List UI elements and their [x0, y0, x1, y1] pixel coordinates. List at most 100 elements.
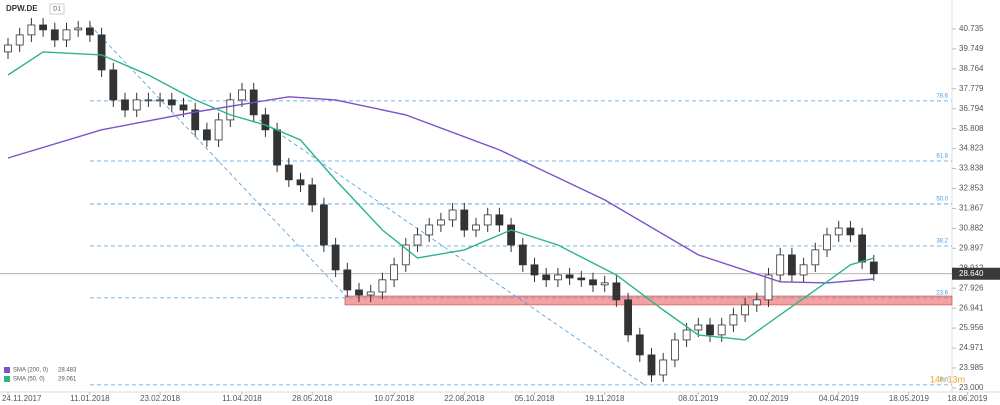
timeframe[interactable]: D1: [53, 7, 61, 13]
candle-body: [612, 282, 621, 301]
candle-body: [167, 99, 176, 106]
candle-body: [308, 184, 317, 206]
y-tick-label: 36.794: [959, 104, 984, 113]
candle-body: [121, 99, 129, 111]
candle-body: [296, 179, 305, 186]
fib-label: 38.2: [936, 239, 948, 245]
y-tick-label: 25.956: [959, 323, 984, 332]
candle-body: [50, 29, 59, 41]
candle-body: [483, 214, 492, 226]
candle-body: [319, 204, 328, 246]
x-tick-label: 18.05.2019: [889, 394, 930, 403]
support-zone: [344, 295, 953, 306]
candle-body: [331, 244, 340, 271]
y-tick-label: 31.867: [959, 204, 984, 213]
candle-body: [542, 274, 551, 281]
candle-body: [86, 27, 94, 36]
x-tick-label: 28.05.2018: [292, 394, 333, 403]
legend-swatch: [4, 367, 10, 373]
legend-name: SMA (50, 0): [13, 377, 45, 383]
y-tick-label: 37.779: [959, 84, 984, 93]
candle-body: [39, 24, 47, 31]
sma-line: [7, 51, 874, 341]
candle-body: [764, 274, 773, 301]
y-tick-label: 39.749: [959, 44, 984, 53]
x-tick-label: 20.02.2019: [748, 394, 789, 403]
last-price-box: [952, 267, 1000, 280]
candle-body: [401, 244, 410, 266]
candle-body: [823, 234, 831, 251]
timer: 14h 13m: [930, 374, 965, 384]
candle-body: [869, 261, 878, 275]
candle-body: [554, 274, 562, 281]
x-tick-label: 05.10.2018: [514, 394, 555, 403]
candle-body: [284, 164, 293, 181]
candle-body: [577, 277, 586, 281]
candle-body: [144, 99, 153, 102]
plot: 78.6 61.8 50.0 38.2 23.6 0.0: [0, 17, 953, 386]
y-tick-label: 33.838: [959, 164, 984, 173]
candle-body: [495, 214, 504, 226]
candle-body: [507, 224, 516, 246]
x-tick-label: 08.01.2019: [678, 394, 719, 403]
candle-body: [390, 264, 399, 281]
candle-body: [460, 209, 469, 231]
sma-line: [7, 96, 874, 284]
x-tick-label: 04.04.2019: [819, 394, 860, 403]
y-tick-label: 24.971: [959, 343, 984, 352]
x-tick-label: 11.01.2018: [70, 394, 110, 403]
candle-body: [635, 334, 644, 356]
candle-body: [202, 129, 211, 141]
y-tick-label: 27.926: [959, 283, 984, 292]
y-tick-label: 30.882: [959, 223, 984, 232]
candle-body: [413, 234, 422, 246]
candle-body: [682, 329, 691, 341]
x-tick-label: 22.08.2018: [444, 394, 485, 403]
candle-body: [436, 219, 445, 226]
candle-body: [589, 279, 597, 286]
candle-body: [834, 227, 843, 236]
candle-body: [97, 34, 106, 71]
timeframe-box[interactable]: [49, 3, 65, 15]
y-tick-label: 23.985: [959, 363, 984, 372]
candle-body: [191, 109, 200, 131]
y-tick-label: 34.823: [959, 144, 984, 153]
x-tick-label: 24.11.2017: [2, 394, 42, 403]
candle-body: [565, 274, 574, 279]
candle-body: [706, 324, 714, 336]
candle-body: [156, 99, 165, 102]
candle-body: [776, 254, 785, 276]
candle-body: [600, 282, 609, 286]
candle-body: [846, 227, 855, 236]
candle-body: [799, 264, 808, 276]
fib-label: 23.6: [936, 290, 948, 296]
candle-body: [238, 89, 246, 101]
x-tick-label: 10.07.2018: [374, 394, 415, 403]
candle-body: [261, 114, 270, 131]
candle-body: [788, 254, 796, 276]
chart-title: DPW.DE: [6, 4, 38, 13]
candle-body: [378, 279, 387, 293]
candle-body: [659, 359, 668, 376]
y-tick-label: 23.000: [959, 383, 984, 392]
candle-body: [518, 244, 527, 266]
candle-body: [109, 69, 118, 101]
x-tick-label: 19.11.2018: [585, 394, 625, 403]
candle-body: [132, 99, 141, 111]
candle-body: [273, 129, 282, 166]
candle-body: [472, 224, 480, 231]
legend-value: 29.061: [58, 377, 77, 383]
y-tick-label: 26.941: [959, 303, 984, 312]
candle-body: [425, 224, 434, 236]
candle-body: [811, 249, 820, 266]
candle-body: [729, 314, 738, 326]
candle-body: [4, 44, 12, 53]
candle-body: [647, 354, 656, 376]
candle-body: [671, 339, 679, 361]
candle-body: [366, 291, 375, 296]
candle-body: [214, 119, 223, 141]
candle-body: [15, 34, 24, 46]
candle-body: [62, 29, 71, 41]
